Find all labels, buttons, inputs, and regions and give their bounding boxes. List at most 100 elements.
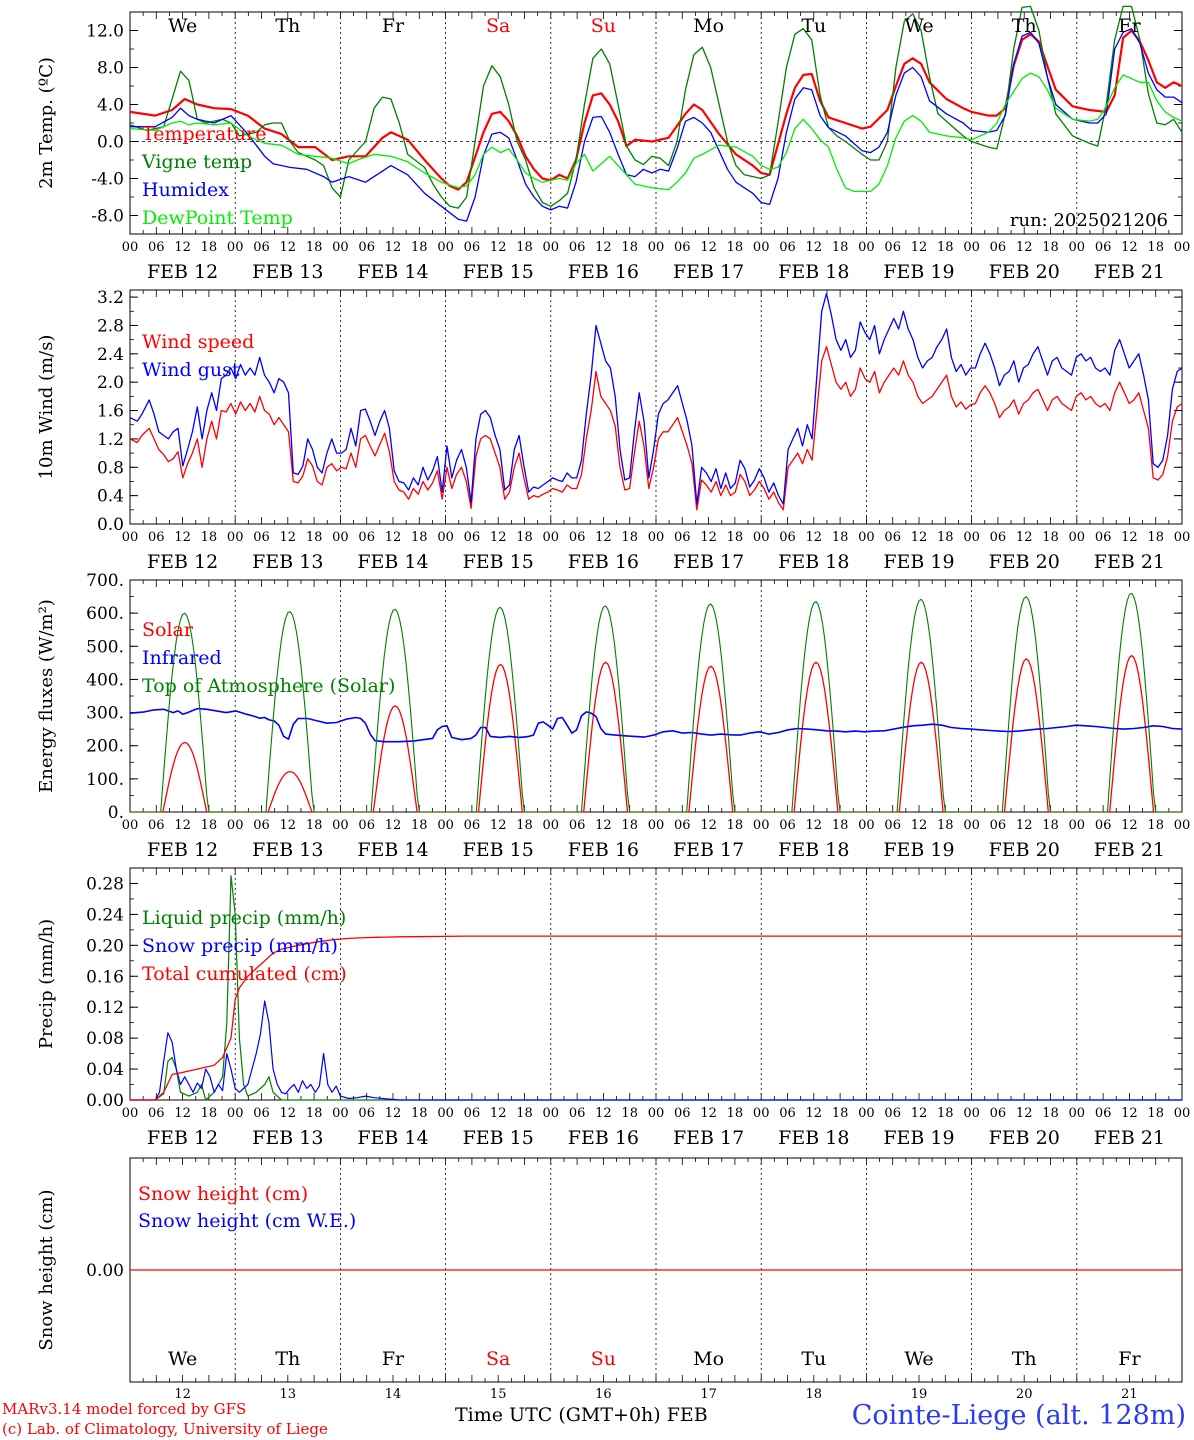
- legend-entry: Solar: [142, 619, 194, 641]
- date-label: FEB 17: [673, 261, 744, 283]
- day-abbr-label: Fr: [382, 15, 405, 37]
- hour-label: 06: [674, 240, 691, 255]
- day-abbr-label: Fr: [382, 1348, 405, 1370]
- y-tick-label: 600.: [86, 604, 124, 624]
- hour-label: 00: [122, 1106, 139, 1121]
- date-label: FEB 20: [989, 261, 1060, 283]
- legend-entry: Temperature: [142, 123, 266, 145]
- hour-label: 12: [595, 530, 612, 545]
- y-tick-label: 0.00: [86, 1091, 124, 1111]
- hour-label: 00: [1069, 530, 1086, 545]
- day-number-label: 21: [1121, 1387, 1138, 1402]
- date-label: FEB 21: [1094, 839, 1165, 861]
- date-label: FEB 19: [883, 1127, 954, 1149]
- hour-label: 06: [358, 240, 375, 255]
- hour-label: 00: [332, 240, 349, 255]
- hour-label: 00: [437, 818, 454, 833]
- day-number-label: 19: [911, 1387, 928, 1402]
- date-label: FEB 16: [568, 261, 639, 283]
- y-tick-label: 0.12: [86, 998, 124, 1018]
- legend-entry: Snow height (cm): [138, 1183, 308, 1205]
- hour-label: 18: [1042, 1106, 1059, 1121]
- model-credit: MARv3.14 model forced by GFS: [2, 1400, 247, 1418]
- hour-label: 00: [543, 530, 560, 545]
- hour-label: 00: [858, 1106, 875, 1121]
- legend-entry: Humidex: [142, 179, 229, 201]
- hour-label: 12: [700, 240, 717, 255]
- series-line-humidex: [130, 28, 1183, 222]
- hour-label: 06: [253, 240, 270, 255]
- date-label: FEB 17: [673, 551, 744, 573]
- hour-label: 06: [779, 530, 796, 545]
- y-tick-label: 0.20: [86, 936, 124, 956]
- y-tick-label: 0.0: [97, 515, 124, 535]
- date-label: FEB 12: [147, 1127, 218, 1149]
- legend-entry: DewPoint Temp: [142, 207, 293, 229]
- hour-label: 00: [648, 1106, 665, 1121]
- hour-label: 06: [1095, 240, 1112, 255]
- day-abbr-label: Th: [275, 15, 300, 37]
- hour-label: 12: [490, 1106, 507, 1121]
- hour-label: 18: [516, 530, 533, 545]
- y-tick-label: 0.24: [86, 905, 124, 925]
- day-number-label: 15: [490, 1387, 507, 1402]
- day-abbr-label: Th: [1012, 15, 1037, 37]
- hour-label: 06: [674, 818, 691, 833]
- date-label: FEB 18: [778, 839, 849, 861]
- y-tick-label: 8.0: [97, 59, 124, 79]
- series-line-dewpoint-temp: [129, 72, 1183, 193]
- date-label: FEB 17: [673, 839, 744, 861]
- hour-label: 06: [148, 1106, 165, 1121]
- series-line-liquid-precip-mm-h-: [130, 875, 1182, 1101]
- panel-2: 3.2 2.8 2.4 2.0 1.6 1.2 0.8 0.4 0.0 10m Wind (m/s…: [36, 288, 1190, 573]
- hour-label: 00: [122, 818, 139, 833]
- hour-label: 12: [806, 240, 823, 255]
- hour-label: 00: [648, 818, 665, 833]
- hour-label: 06: [464, 240, 481, 255]
- hour-label: 06: [990, 1106, 1007, 1121]
- hour-label: 12: [174, 1106, 191, 1121]
- lab-credit: (c) Lab. of Climatology, University of L…: [2, 1420, 328, 1438]
- hour-label: 06: [779, 1106, 796, 1121]
- day-abbr-label: Tu: [801, 15, 826, 37]
- legend-entry: Wind speed: [142, 331, 254, 353]
- legend-entry: Snow height (cm W.E.): [138, 1210, 356, 1232]
- date-label: FEB 15: [463, 261, 534, 283]
- hour-label: 18: [516, 1106, 533, 1121]
- y-tick-label: 1.2: [97, 430, 124, 450]
- day-abbr-label: Th: [1012, 1348, 1037, 1370]
- date-label: FEB 21: [1094, 1127, 1165, 1149]
- hour-label: 12: [1121, 818, 1138, 833]
- legend-entry: Wind gust: [142, 359, 240, 381]
- day-number-label: 12: [174, 1387, 191, 1402]
- hour-label: 06: [148, 530, 165, 545]
- y-tick-label: 0.4: [97, 487, 124, 507]
- legend-entry: Snow precip (mm/h): [142, 935, 338, 957]
- hour-label: 00: [122, 240, 139, 255]
- y-tick-label: 2.4: [97, 345, 124, 365]
- hour-label: 06: [884, 1106, 901, 1121]
- hour-label: 18: [727, 1106, 744, 1121]
- date-label: FEB 18: [778, 261, 849, 283]
- hour-label: 12: [1121, 240, 1138, 255]
- hour-label: 12: [280, 240, 297, 255]
- hour-label: 06: [569, 240, 586, 255]
- hour-label: 00: [963, 530, 980, 545]
- hour-label: 00: [753, 240, 770, 255]
- hour-label: 12: [1121, 530, 1138, 545]
- hour-label: 06: [1095, 1106, 1112, 1121]
- hour-label: 06: [779, 240, 796, 255]
- hour-label: 12: [280, 1106, 297, 1121]
- hour-label: 00: [753, 530, 770, 545]
- hour-label: 18: [306, 530, 323, 545]
- day-abbr-label: Mo: [693, 15, 724, 37]
- hour-label: 00: [963, 818, 980, 833]
- y-tick-label: 2.0: [97, 373, 124, 393]
- hour-label: 18: [201, 1106, 218, 1121]
- date-label: FEB 15: [463, 1127, 534, 1149]
- date-label: FEB 20: [989, 1127, 1060, 1149]
- hour-label: 18: [1147, 1106, 1164, 1121]
- day-abbr-label: Su: [591, 15, 616, 37]
- hour-label: 00: [1174, 818, 1191, 833]
- y-tick-label: 1.6: [97, 402, 124, 422]
